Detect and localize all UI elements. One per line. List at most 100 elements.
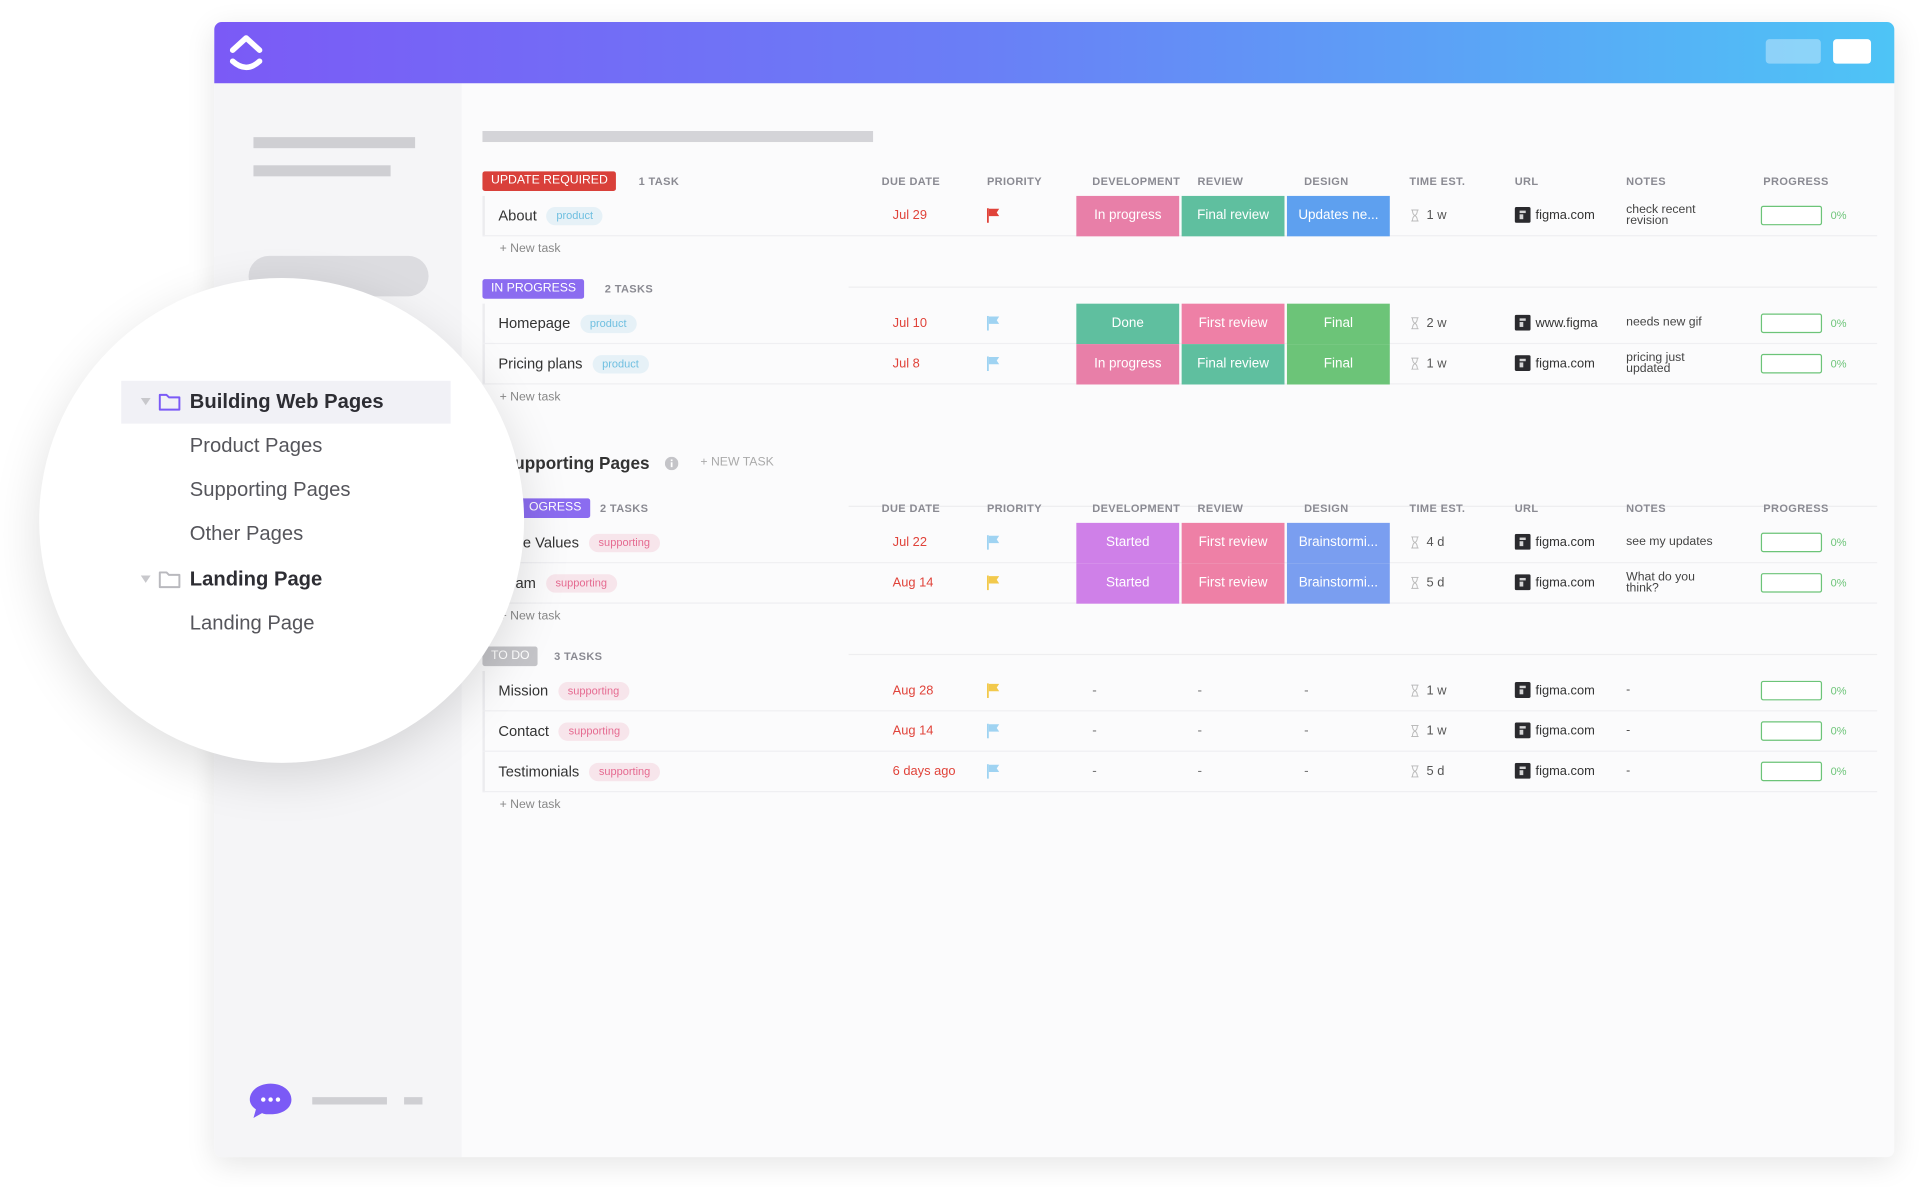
priority-flag: [986, 764, 1000, 779]
review-status[interactable]: First review: [1181, 303, 1285, 345]
task-name[interactable]: Pricing plans product: [498, 354, 649, 374]
task-title[interactable]: Contact: [498, 722, 550, 740]
task-name[interactable]: Homepage product: [498, 313, 637, 333]
tree-item[interactable]: Other Pages: [189, 522, 304, 545]
row-separator: [482, 750, 1878, 752]
development-status[interactable]: Started: [1076, 522, 1180, 564]
hourglass-icon: [1411, 725, 1419, 738]
group-separator: [848, 653, 1878, 656]
development-status[interactable]: In progress: [1076, 195, 1180, 237]
url[interactable]: www.figma: [1535, 315, 1598, 331]
design-status[interactable]: Updates ne...: [1286, 195, 1390, 237]
column-header: PROGRESS: [1763, 175, 1829, 188]
tree-folder[interactable]: Building Web Pages: [189, 390, 384, 413]
progress-percent: 0%: [1830, 317, 1847, 330]
task-title[interactable]: am: [515, 574, 536, 592]
progress-bar: [1760, 761, 1823, 782]
task-name[interactable]: About product: [498, 206, 603, 226]
folder-icon: [158, 393, 181, 411]
time-estimate: 1 w: [1426, 356, 1447, 372]
row-border: [482, 344, 485, 385]
due-date: 6 days ago: [892, 764, 956, 779]
design-status[interactable]: Brainstormi...: [1286, 563, 1390, 604]
due-date: Jul 8: [892, 356, 920, 372]
task-title[interactable]: e Values: [522, 533, 579, 552]
column-header: TIME EST.: [1409, 502, 1466, 515]
placeholder-line: [253, 165, 391, 177]
design-status[interactable]: Final: [1286, 344, 1390, 385]
figma-icon: [1514, 762, 1531, 779]
row-separator: [482, 235, 1878, 237]
figma-icon: [1514, 533, 1531, 550]
url[interactable]: figma.com: [1535, 764, 1595, 779]
development-status[interactable]: Started: [1076, 563, 1180, 604]
time-estimate: 4 d: [1426, 535, 1445, 550]
tree-item[interactable]: Supporting Pages: [189, 478, 351, 501]
design-status: -: [1304, 723, 1309, 739]
hourglass-icon: [1411, 684, 1419, 697]
task-title[interactable]: Mission: [498, 682, 549, 700]
url[interactable]: figma.com: [1535, 575, 1595, 591]
priority-flag: [986, 575, 1000, 591]
progress-bar: [1760, 680, 1823, 701]
add-task-button[interactable]: + NEW TASK: [700, 455, 774, 469]
task-title[interactable]: Homepage: [498, 314, 571, 332]
tree-folder[interactable]: Landing Page: [189, 568, 323, 591]
review-status[interactable]: Final review: [1181, 344, 1285, 385]
task-title[interactable]: Pricing plans: [498, 355, 583, 373]
url[interactable]: figma.com: [1535, 723, 1595, 739]
hourglass-icon: [1411, 357, 1419, 370]
url[interactable]: figma.com: [1535, 208, 1595, 223]
column-header: NOTES: [1626, 502, 1666, 515]
column-header: PRIORITY: [986, 175, 1042, 188]
column-header: DEVELOPMENT: [1092, 502, 1181, 515]
task-count: 3 TASKS: [554, 650, 603, 663]
progress-percent: 0%: [1830, 357, 1847, 370]
chat-button[interactable]: [247, 1081, 294, 1120]
task-title[interactable]: Testimonials: [498, 762, 580, 781]
new-task-button[interactable]: + New task: [499, 798, 561, 812]
url[interactable]: figma.com: [1535, 683, 1595, 698]
notes: see my updates: [1626, 535, 1713, 549]
url[interactable]: figma.com: [1535, 535, 1595, 550]
task-name[interactable]: Mission supporting: [498, 681, 630, 701]
development-status: -: [1092, 764, 1097, 779]
design-status[interactable]: Final: [1286, 303, 1390, 345]
placeholder-line: [404, 1097, 423, 1105]
time-estimate: 1 w: [1426, 723, 1447, 739]
time-estimate: 1 w: [1426, 683, 1447, 698]
design-status[interactable]: Brainstormi...: [1286, 522, 1390, 564]
task-title[interactable]: About: [498, 206, 537, 225]
development-status[interactable]: In progress: [1076, 344, 1180, 385]
tree-item[interactable]: Landing Page: [189, 612, 315, 635]
priority-flag: [986, 315, 1000, 331]
notes: What do you think?: [1626, 570, 1695, 596]
notes: pricing just updated: [1626, 351, 1685, 376]
development-status: -: [1092, 683, 1097, 698]
review-status[interactable]: Final review: [1181, 195, 1285, 237]
new-task-button[interactable]: + New task: [499, 242, 561, 256]
development-status[interactable]: Done: [1076, 303, 1180, 345]
figma-icon: [1514, 206, 1531, 223]
tree-item[interactable]: Product Pages: [189, 434, 323, 457]
review-status[interactable]: First review: [1181, 563, 1285, 604]
task-name[interactable]: e Values supporting: [523, 533, 660, 553]
url[interactable]: figma.com: [1535, 356, 1595, 372]
column-header: DEVELOPMENT: [1092, 175, 1181, 188]
progress-percent: 0%: [1830, 765, 1847, 778]
review-status[interactable]: First review: [1181, 522, 1285, 564]
column-header: REVIEW: [1197, 502, 1244, 515]
row-separator: [482, 342, 1878, 345]
header-button[interactable]: [1765, 39, 1821, 64]
task-name[interactable]: am supporting: [516, 573, 617, 593]
task-name[interactable]: Testimonials supporting: [498, 762, 661, 782]
hourglass-icon: [1411, 317, 1419, 330]
caret: [140, 575, 151, 583]
header-button[interactable]: [1833, 39, 1872, 64]
status-badge: OGRESS: [520, 498, 590, 518]
new-task-button[interactable]: + New task: [499, 390, 561, 405]
new-task-button[interactable]: + New task: [499, 609, 561, 624]
task-name[interactable]: Contact supporting: [498, 721, 630, 741]
column-header: DESIGN: [1304, 502, 1349, 515]
